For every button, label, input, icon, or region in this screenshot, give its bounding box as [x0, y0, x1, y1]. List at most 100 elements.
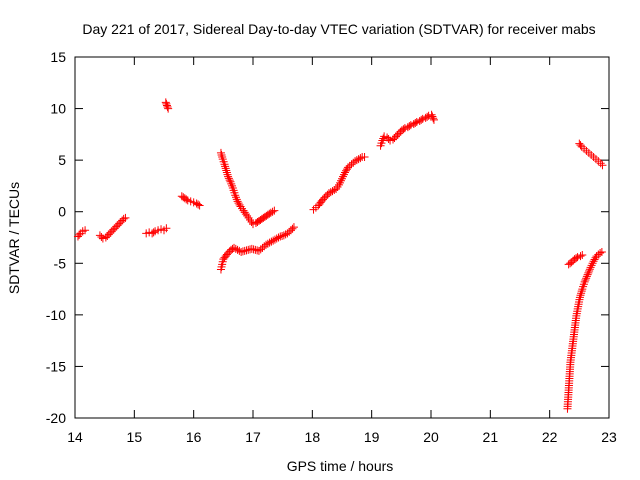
data-point — [338, 174, 346, 183]
data-point — [81, 226, 90, 235]
x-tick-label: 16 — [186, 429, 202, 445]
x-tick-label: 15 — [127, 429, 143, 445]
data-point — [162, 224, 171, 233]
data-point — [326, 188, 335, 197]
data-point — [262, 240, 271, 249]
data-point — [267, 237, 276, 246]
data-point — [585, 265, 594, 274]
y-axis-label: SDTVAR / TECUs — [6, 182, 22, 294]
data-point — [231, 191, 240, 200]
data-point — [274, 233, 283, 242]
data-point — [582, 272, 591, 281]
data-point — [226, 177, 235, 186]
data-point — [249, 245, 258, 254]
data-point — [265, 209, 274, 218]
y-tick-label: -10 — [46, 307, 66, 323]
data-point — [149, 228, 158, 237]
x-tick-label: 17 — [245, 429, 261, 445]
data-point — [236, 202, 245, 211]
data-point — [194, 200, 203, 209]
data-point — [234, 199, 243, 208]
data-point — [247, 244, 256, 253]
y-tick-label: 15 — [50, 49, 66, 65]
data-point — [278, 231, 287, 240]
data-point — [384, 134, 393, 143]
x-axis-label: GPS time / hours — [287, 458, 394, 474]
data-point — [164, 104, 173, 113]
data-point — [238, 247, 247, 256]
data-markers — [73, 98, 607, 413]
y-axis: -20 -15 -10 -5 0 5 10 15 — [46, 49, 609, 426]
data-point — [596, 248, 605, 257]
data-point — [195, 201, 204, 210]
data-point — [230, 243, 239, 252]
data-point — [429, 115, 438, 124]
data-point — [328, 187, 337, 196]
data-point — [97, 232, 106, 241]
data-point — [597, 247, 606, 256]
data-point — [231, 244, 240, 253]
data-point — [596, 159, 605, 168]
data-point — [270, 235, 279, 244]
data-point — [242, 246, 251, 255]
data-point — [354, 155, 363, 164]
data-point — [577, 287, 586, 296]
data-point — [289, 223, 298, 232]
data-point — [580, 277, 589, 286]
x-tick-label: 21 — [483, 429, 499, 445]
data-point — [356, 154, 365, 163]
y-tick-label: -5 — [54, 255, 67, 271]
data-point — [399, 125, 408, 134]
data-point — [231, 193, 240, 202]
data-point — [578, 251, 587, 260]
data-point — [251, 245, 260, 254]
data-point — [336, 178, 345, 187]
plot-area — [74, 56, 610, 419]
x-tick-label: 22 — [542, 429, 558, 445]
chart-title: Day 221 of 2017, Sidereal Day-to-day VTE… — [82, 21, 595, 37]
data-point — [225, 176, 234, 185]
data-point — [220, 160, 229, 169]
data-point — [228, 181, 237, 190]
data-point — [332, 185, 341, 194]
data-point — [590, 255, 599, 264]
y-tick-label: -15 — [46, 358, 66, 374]
data-point — [360, 153, 369, 162]
data-point — [378, 136, 387, 145]
data-point — [577, 289, 586, 298]
data-point — [227, 179, 236, 188]
y-tick-label: -20 — [46, 410, 66, 426]
data-point — [333, 182, 342, 191]
x-tick-label: 19 — [364, 429, 380, 445]
data-point — [351, 157, 360, 166]
data-point — [121, 213, 130, 222]
data-point — [244, 245, 253, 254]
x-axis: 14 15 16 17 18 19 20 21 22 23 — [67, 57, 617, 445]
data-point — [263, 239, 272, 248]
data-point — [223, 170, 232, 179]
data-point — [233, 245, 242, 254]
data-point — [411, 119, 420, 128]
data-point — [576, 252, 585, 261]
data-point — [237, 247, 246, 256]
data-point — [119, 214, 128, 223]
data-point — [572, 254, 581, 263]
data-point — [221, 164, 230, 173]
data-point — [266, 208, 275, 217]
data-point — [246, 215, 255, 224]
data-point — [270, 206, 279, 215]
data-point — [581, 276, 590, 285]
x-tick-label: 18 — [305, 429, 321, 445]
data-point — [216, 148, 225, 157]
data-point — [232, 195, 241, 204]
data-point — [233, 197, 242, 206]
data-point — [335, 180, 344, 189]
x-tick-label: 23 — [601, 429, 617, 445]
data-point — [269, 236, 278, 245]
data-point — [588, 259, 597, 268]
x-tick-label: 20 — [423, 429, 439, 445]
data-point — [279, 231, 288, 240]
data-point — [417, 115, 426, 124]
data-point — [340, 168, 349, 177]
